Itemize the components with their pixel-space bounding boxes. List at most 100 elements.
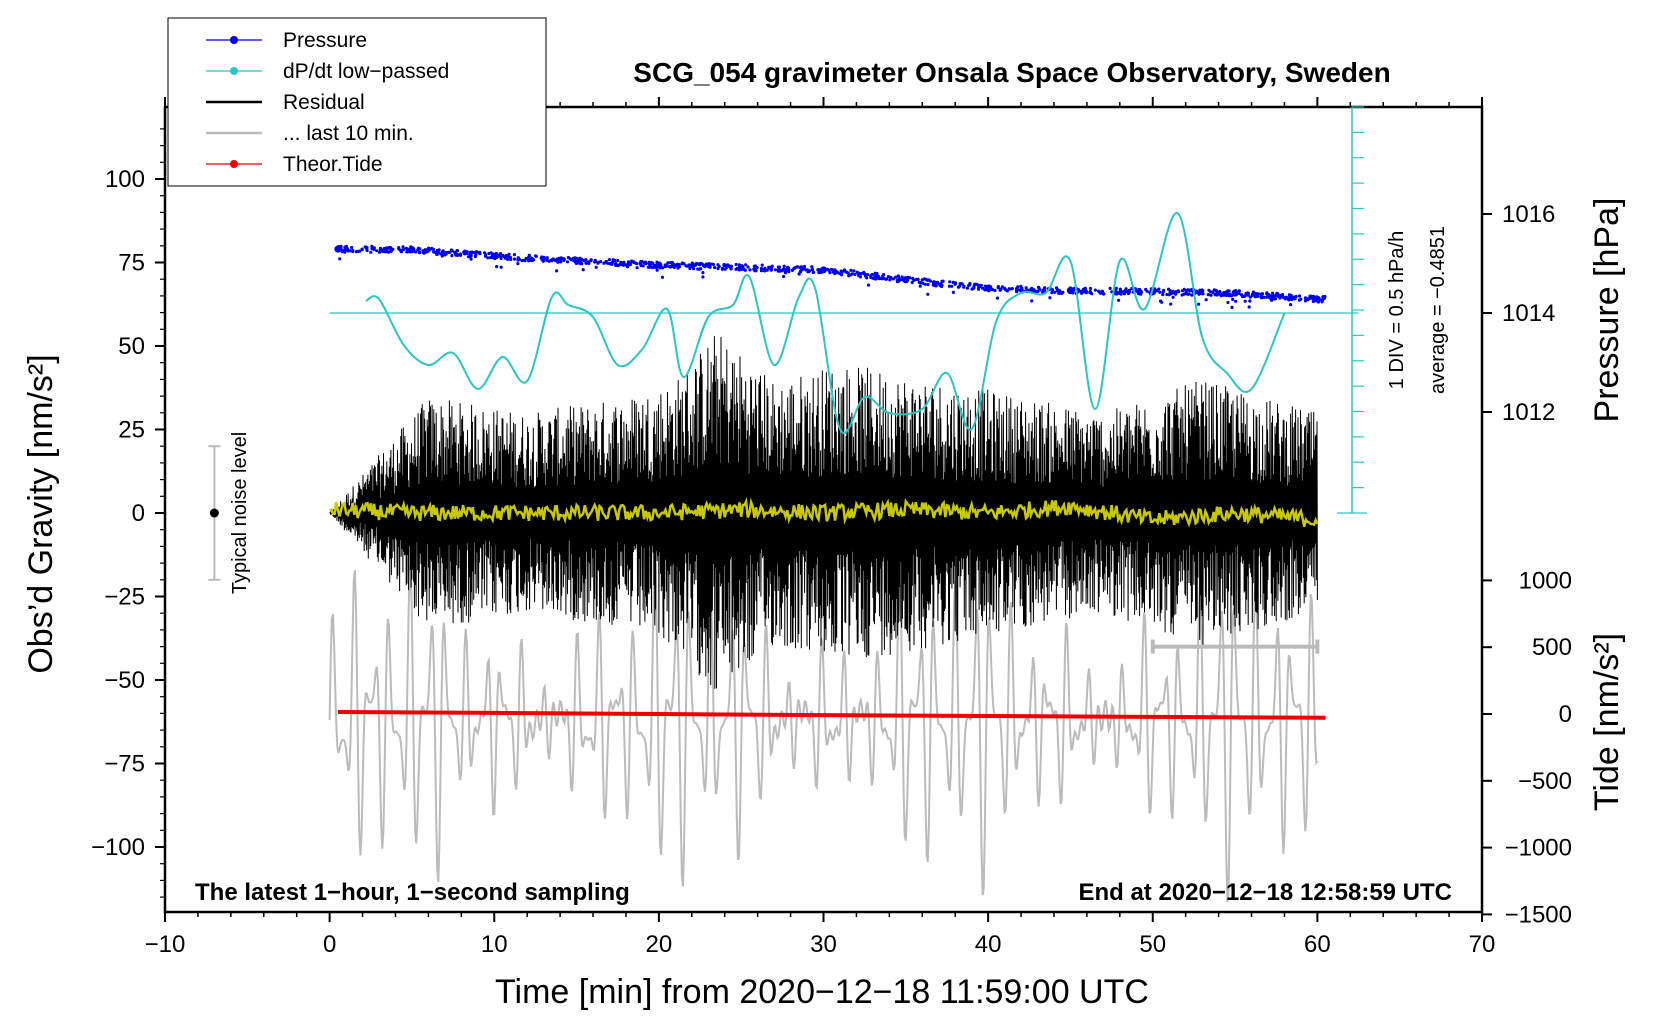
pressure-sample <box>1243 299 1247 303</box>
pressure-sample <box>1169 302 1173 306</box>
pressure-sample <box>459 253 463 257</box>
axes: −10 0 10 20 30 40 50 60 701007550250−25−50−75−10… <box>91 97 1572 958</box>
pressure-sample <box>504 254 508 258</box>
pressure-sample <box>1289 303 1293 307</box>
pressure-sample <box>444 252 448 256</box>
pressure-sample <box>513 257 517 261</box>
pressure-sample <box>716 263 720 267</box>
pressure-sample <box>670 264 674 269</box>
pressure-sample <box>1247 305 1251 309</box>
pressure-sample <box>1307 296 1312 300</box>
pressure-sample <box>780 269 784 273</box>
pressure-sample <box>852 269 856 273</box>
pressure-sample <box>650 265 654 270</box>
x-tick-label: 50 <box>1139 931 1166 958</box>
residual-smoothed-line <box>329 497 1319 528</box>
pressure-sample <box>1228 292 1232 296</box>
pressure-sample <box>833 268 837 272</box>
pressure-sample <box>354 250 358 254</box>
pressure-sample <box>1171 295 1175 299</box>
pressure-sample <box>1122 289 1126 293</box>
pressure-sample <box>486 256 490 260</box>
pressure-sample <box>1254 294 1258 298</box>
pressure-sample <box>918 284 922 288</box>
pressure-sample <box>348 249 352 253</box>
pressure-sample <box>874 277 878 281</box>
pressure-sample <box>1270 298 1274 302</box>
pressure-sample <box>599 260 603 264</box>
pressure-sample <box>914 277 919 281</box>
last-10-min-series <box>328 560 1319 903</box>
pressure-sample <box>1278 296 1282 300</box>
pressure-sample <box>338 257 342 261</box>
tide-tick-label: 500 <box>1532 634 1572 661</box>
pressure-sample <box>647 265 651 269</box>
pressure-sample <box>473 254 477 259</box>
pressure-sample <box>639 260 643 264</box>
pressure-sample <box>873 271 877 275</box>
pressure-sample <box>410 247 415 251</box>
pressure-sample <box>1231 297 1235 301</box>
pressure-sample <box>499 265 503 269</box>
pressure-sample <box>1078 289 1082 293</box>
pressure-sample <box>635 266 639 270</box>
pressure-sample <box>827 268 831 272</box>
pressure-sample <box>1246 291 1250 295</box>
pressure-sample <box>786 265 790 269</box>
tide-series <box>337 710 1326 720</box>
pressure-sample <box>926 292 930 296</box>
pressure-sample <box>369 250 373 254</box>
pressure-sample <box>684 264 688 268</box>
pressure-sample <box>707 262 711 266</box>
pressure-sample <box>1197 292 1201 296</box>
pressure-sample <box>839 270 844 274</box>
pressure-sample <box>589 259 593 263</box>
pressure-sample <box>811 270 815 274</box>
pressure-sample <box>475 250 479 254</box>
y-tick-label: 75 <box>118 250 145 277</box>
pressure-sample <box>340 249 344 253</box>
pressure-sample <box>453 250 457 254</box>
y-tick-label: 25 <box>118 417 145 444</box>
pressure-sample <box>463 252 467 256</box>
pressure-sample <box>385 247 389 251</box>
tide-tick-label: −1500 <box>1505 901 1572 928</box>
pressure-sample <box>1248 295 1252 299</box>
pressure-sample <box>343 250 347 254</box>
y-tick-label: −75 <box>104 751 145 778</box>
pressure-sample <box>553 258 557 262</box>
pressure-sample <box>1019 284 1023 288</box>
pressure-sample <box>956 285 961 289</box>
pressure-sample <box>782 274 786 279</box>
pressure-sample <box>1197 302 1201 306</box>
pressure-sample <box>926 282 930 287</box>
dpdt-series <box>329 106 1367 514</box>
pressure-sample <box>1161 290 1165 294</box>
pressure-sample <box>545 258 549 262</box>
pressure-sample <box>676 266 680 270</box>
y-axis-title: Obs’d Gravity [nm/s²] <box>22 354 60 673</box>
chart-title: SCG_054 gravimeter Onsala Space Observat… <box>633 57 1390 88</box>
pressure-sample <box>1136 290 1140 294</box>
pressure-sample <box>490 255 494 259</box>
pressure-sample <box>820 267 825 271</box>
pressure-sample <box>516 262 520 266</box>
pressure-sample <box>1230 305 1234 309</box>
pressure-sample <box>449 248 453 252</box>
x-tick-label: 20 <box>646 931 673 958</box>
pressure-sample <box>1316 300 1320 304</box>
pressure-sample <box>765 268 769 272</box>
pressure-sample <box>782 264 786 268</box>
pressure-sample <box>817 271 821 275</box>
pressure-sample <box>1320 300 1324 304</box>
pressure-sample <box>1005 289 1010 293</box>
tide-axis-title: Tide [nm/s²] <box>1588 633 1626 811</box>
pressure-sample <box>1180 293 1184 297</box>
pressure-sample <box>738 268 742 272</box>
pressure-sample <box>1016 285 1020 289</box>
tide-line <box>337 710 1326 720</box>
pressure-sample <box>996 286 1000 290</box>
pressure-sample <box>1119 289 1123 293</box>
pressure-sample <box>1114 286 1118 290</box>
y-tick-label: −100 <box>91 834 145 861</box>
